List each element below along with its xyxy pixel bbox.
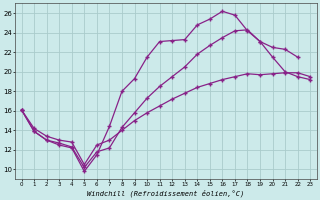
- X-axis label: Windchill (Refroidissement éolien,°C): Windchill (Refroidissement éolien,°C): [87, 189, 244, 197]
